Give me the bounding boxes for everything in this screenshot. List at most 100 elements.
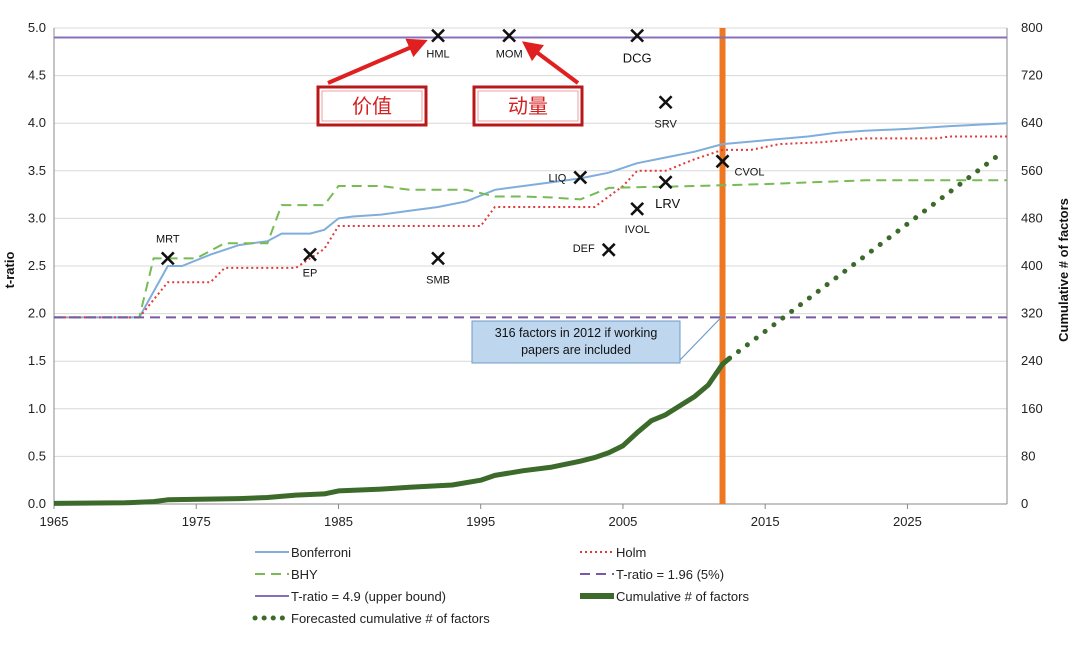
series-layer [53, 28, 1008, 506]
marker-cross-stroke [502, 28, 517, 43]
marker-label: DEF [573, 243, 595, 255]
y-left-tick-label: 4.0 [28, 115, 46, 130]
marker-label: CVOL [735, 166, 765, 178]
y-left-tick-label: 4.5 [28, 68, 46, 83]
callout-pointer [679, 315, 723, 361]
annotation-arrow [521, 41, 580, 85]
marker-cvol: CVOL [715, 154, 765, 178]
marker-label: HML [426, 49, 449, 61]
y-left-tick-label: 3.0 [28, 210, 46, 225]
legend-label: Cumulative # of factors [616, 589, 749, 604]
y-left-tick-label: 1.5 [28, 353, 46, 368]
legend: Bonferroni Holm BHY T-ratio = 1.96 (5%) T-ra… [252, 545, 749, 626]
annotation-mom: 动量 [472, 41, 584, 127]
y-right-tick-label: 800 [1021, 20, 1043, 35]
y-right-tick-label: 560 [1021, 163, 1043, 178]
y-left-tick-label: 2.5 [28, 258, 46, 273]
annotation-box-inner [477, 90, 579, 122]
y-left-tick-label: 2.0 [28, 306, 46, 321]
marker-label: IVOL [625, 224, 650, 236]
y-right-tick-label: 0 [1021, 496, 1028, 511]
series-cumulative-of-factors [53, 356, 732, 506]
legend-label: Forecasted cumulative # of factors [291, 611, 490, 626]
marker-label: LRV [655, 196, 680, 211]
marker-cross-stroke [715, 154, 730, 169]
y-right-tick-label: 720 [1021, 68, 1043, 83]
marker-lrv: LRV [655, 175, 680, 211]
y-right-tick-label: 640 [1021, 115, 1043, 130]
series-bonferroni [54, 122, 1008, 319]
marker-cross-stroke [630, 28, 645, 43]
x-tick-label: 1965 [40, 514, 69, 529]
legend-label: T-ratio = 4.9 (upper bound) [291, 589, 446, 604]
annotation-box [316, 85, 428, 127]
marker-cross-stroke [431, 28, 445, 43]
marker-cross-stroke [658, 95, 673, 110]
marker-label: SMB [426, 274, 450, 286]
legend-item-bhy: BHY [255, 567, 318, 582]
marker-cross-stroke [573, 170, 588, 185]
series-forecasted-cumulative-of-factors [727, 151, 1003, 361]
series-holm [54, 135, 1007, 319]
marker-hml: HML [426, 28, 450, 61]
annotation-text: 价值 [352, 95, 392, 118]
callout-text-line: papers are included [521, 343, 631, 357]
annotation-layer: 316 factors in 2012 if working papers are… [316, 38, 723, 364]
marker-def: DEF [573, 242, 616, 257]
marker-cross-stroke [431, 251, 445, 266]
y-right-tick-label: 240 [1021, 353, 1043, 368]
legend-label: Bonferroni [291, 545, 351, 560]
legend-item-t-ratio-1-96-5: T-ratio = 1.96 (5%) [580, 567, 724, 582]
y-right-tick-label: 480 [1021, 210, 1043, 225]
marker-label: EP [303, 268, 318, 280]
marker-label: MRT [156, 233, 180, 245]
marker-mrt: MRT [156, 233, 180, 266]
marker-cross-stroke [160, 251, 175, 266]
y-left-tick-label: 0.0 [28, 496, 46, 511]
marker-cross-stroke [303, 247, 317, 262]
legend-label: Holm [616, 545, 646, 560]
y-right-tick-label: 160 [1021, 401, 1043, 416]
x-tick-label: 1975 [182, 514, 211, 529]
marker-label: SRV [654, 118, 677, 130]
legend-label: T-ratio = 1.96 (5%) [616, 567, 724, 582]
y-right-tick-label: 80 [1021, 448, 1035, 463]
y-left-tick-label: 1.0 [28, 401, 46, 416]
marker-smb: SMB [426, 251, 450, 286]
legend-label: BHY [291, 567, 318, 582]
marker-label: DCG [623, 51, 652, 66]
x-tick-label: 1995 [466, 514, 495, 529]
marker-ivol: IVOL [625, 201, 650, 236]
marker-cross-stroke [630, 201, 645, 216]
marker-dcg: DCG [623, 28, 652, 66]
callout-box [471, 320, 681, 364]
annotation-hml: 价值 [316, 38, 428, 127]
marker-ep: EP [303, 247, 318, 280]
axis-ticks: 0.0 0.5 1.0 1.5 2.0 2.5 3.0 3.5 4.0 4.5 5.0 0 80 160 2… [28, 20, 1043, 529]
marker-label: MOM [496, 49, 523, 61]
x-tick-label: 2015 [751, 514, 780, 529]
y-left-tick-label: 0.5 [28, 448, 46, 463]
annotation-text: 动量 [508, 95, 548, 118]
marker-mom: MOM [496, 28, 523, 61]
legend-item-forecasted-cumulative-of-factors: Forecasted cumulative # of factors [252, 611, 490, 626]
annotation-box-inner [321, 90, 423, 122]
y-left-axis-title: t-ratio [2, 252, 17, 289]
legend-item-holm: Holm [580, 545, 646, 560]
marker-cross-stroke [601, 242, 616, 257]
legend-item-t-ratio-4-9-upper-bound: T-ratio = 4.9 (upper bound) [255, 589, 446, 604]
x-tick-label: 2025 [893, 514, 922, 529]
factor-markers: HML MOM DCG SRV LIQ CVOL LRV IVOL MRT EP SMB DEF [156, 28, 765, 286]
y-right-tick-label: 400 [1021, 258, 1043, 273]
y-left-tick-label: 3.5 [28, 163, 46, 178]
marker-cross-stroke [658, 175, 673, 190]
legend-item-bonferroni: Bonferroni [255, 545, 351, 560]
gridlines [53, 27, 1008, 505]
marker-label: LIQ [549, 172, 567, 184]
callout-text-line: 316 factors in 2012 if working [495, 326, 658, 340]
series-bhy [54, 179, 1007, 319]
marker-liq: LIQ [549, 170, 588, 185]
x-tick-label: 2005 [608, 514, 637, 529]
legend-item-cumulative-of-factors: Cumulative # of factors [580, 589, 749, 604]
